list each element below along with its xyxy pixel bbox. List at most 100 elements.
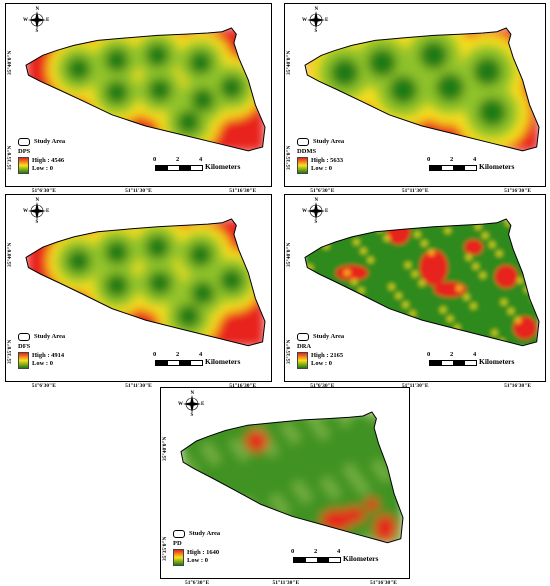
- latitude-label: 35°35'0"N: [7, 145, 13, 171]
- scale-tick-label: 2: [176, 156, 180, 163]
- latitude-label: 35°35'0"N: [286, 145, 292, 171]
- compass-s-label: S: [314, 29, 318, 34]
- study-area-boundary: [304, 27, 540, 152]
- study-area-label: Study Area: [34, 332, 66, 340]
- longitude-label: 51°11'30"E: [272, 580, 300, 586]
- longitude-label: 51°6'30"E: [31, 188, 56, 194]
- raster-surface: [26, 219, 265, 346]
- legend-high-label: High : 5633: [311, 156, 344, 164]
- legend-high-label: High : 4914: [32, 351, 65, 359]
- study-area-boundary: [180, 411, 404, 544]
- scale-tick-label: 4: [199, 156, 203, 163]
- compass-w-label: W: [23, 208, 28, 214]
- map-canvas: [304, 11, 540, 152]
- longitude-label: 51°6'30"E: [185, 580, 210, 586]
- legend-high-label: High : 2165: [311, 351, 344, 359]
- scale-tick-label: 2: [450, 351, 454, 358]
- scale-tick-label: 4: [337, 548, 341, 555]
- scale-bar: [429, 165, 477, 171]
- map-canvas: [180, 395, 404, 544]
- latitude-label: 35°40'0"N: [162, 436, 168, 461]
- compass-e-label: E: [46, 208, 50, 214]
- longitude-label: 51°16'30"E: [504, 383, 532, 389]
- map-canvas: [304, 202, 540, 347]
- legend-low-label: Low : 0: [311, 164, 332, 172]
- compass-w-label: W: [23, 17, 28, 23]
- color-ramp: [297, 157, 308, 174]
- scale-tick-label: 4: [473, 351, 477, 358]
- legend-low-label: Low : 0: [187, 556, 208, 564]
- compass-e-label: E: [325, 17, 329, 23]
- study-area-label: Study Area: [313, 332, 345, 340]
- compass-rose-icon: [183, 395, 201, 413]
- scale-tick-label: 2: [314, 548, 318, 555]
- raster-surface: [26, 28, 265, 151]
- map-legend: Study Area DFS High : 4914 Low : 0: [18, 333, 65, 369]
- longitude-label: 51°6'30"E: [31, 383, 56, 389]
- scale-tick-label: 0: [153, 351, 157, 358]
- compass-w-label: W: [302, 17, 307, 23]
- color-ramp: [18, 352, 29, 369]
- study-area-boundary: [25, 218, 266, 347]
- scale-bar: [293, 557, 341, 563]
- longitude-label: 51°6'30"E: [310, 188, 335, 194]
- longitude-label: 51°11'30"E: [401, 188, 429, 194]
- latitude-label: 35°40'0"N: [286, 50, 292, 75]
- study-area-boundary: [25, 27, 266, 152]
- study-area-swatch: [18, 333, 30, 341]
- study-area-swatch: [297, 138, 309, 146]
- longitude-label: 51°16'30"E: [229, 383, 257, 389]
- compass-rose-icon: [28, 11, 46, 29]
- map-panel-dra: N S E W Study Area DRA High : 2165 Low : 0 0 2 4 Ki…: [284, 194, 546, 382]
- map-panel-pd: N S E W Study Area PD High : 1640 Low : 0 0 2 4 Kil…: [160, 387, 410, 579]
- scale-unit-label: Kilometers: [479, 162, 515, 171]
- study-area-label: Study Area: [189, 529, 221, 537]
- color-ramp: [173, 549, 184, 566]
- legend-low-label: Low : 0: [311, 359, 332, 367]
- scale-tick-label: 2: [450, 156, 454, 163]
- color-ramp: [18, 157, 29, 174]
- compass-s-label: S: [314, 220, 318, 225]
- compass-e-label: E: [46, 17, 50, 23]
- layer-title: DRA: [297, 342, 312, 350]
- layer-title: DDMS: [297, 147, 317, 155]
- compass-e-label: E: [201, 401, 205, 407]
- compass-n-label: N: [35, 7, 40, 12]
- legend-low-label: Low : 0: [32, 359, 53, 367]
- compass-n-label: N: [314, 7, 319, 12]
- legend-low-label: Low : 0: [32, 164, 53, 172]
- longitude-label: 51°16'30"E: [370, 580, 397, 586]
- compass-n-label: N: [190, 391, 195, 396]
- map-legend: Study Area DPS High : 4546 Low : 0: [18, 138, 65, 174]
- scale-bar: [155, 165, 203, 171]
- compass-s-label: S: [35, 220, 39, 225]
- scale-tick-label: 0: [153, 156, 157, 163]
- longitude-label: 51°6'30"E: [310, 383, 335, 389]
- latitude-label: 35°35'0"N: [286, 339, 292, 365]
- study-area-swatch: [173, 530, 185, 538]
- scale-tick-label: 0: [291, 548, 295, 555]
- map-legend: Study Area DDMS High : 5633 Low : 0: [297, 138, 344, 174]
- scale-tick-label: 0: [427, 351, 431, 358]
- study-area-swatch: [18, 138, 30, 146]
- scale-unit-label: Kilometers: [343, 554, 379, 563]
- scale-tick-label: 4: [199, 351, 203, 358]
- study-area-label: Study Area: [34, 137, 66, 145]
- scale-tick-label: 4: [473, 156, 477, 163]
- map-canvas: [25, 11, 266, 152]
- scale-unit-label: Kilometers: [205, 357, 241, 366]
- longitude-label: 51°16'30"E: [504, 188, 532, 194]
- color-ramp: [297, 352, 308, 369]
- layer-title: DFS: [18, 342, 31, 350]
- scale-unit-label: Kilometers: [205, 162, 241, 171]
- latitude-label: 35°40'0"N: [7, 242, 13, 267]
- latitude-label: 35°40'0"N: [7, 50, 13, 75]
- layer-title: PD: [173, 539, 182, 547]
- study-area-boundary: [304, 218, 540, 347]
- map-legend: Study Area DRA High : 2165 Low : 0: [297, 333, 344, 369]
- compass-e-label: E: [325, 208, 329, 214]
- compass-rose-icon: [28, 202, 46, 220]
- raster-surface: [305, 28, 539, 151]
- study-area-swatch: [297, 333, 309, 341]
